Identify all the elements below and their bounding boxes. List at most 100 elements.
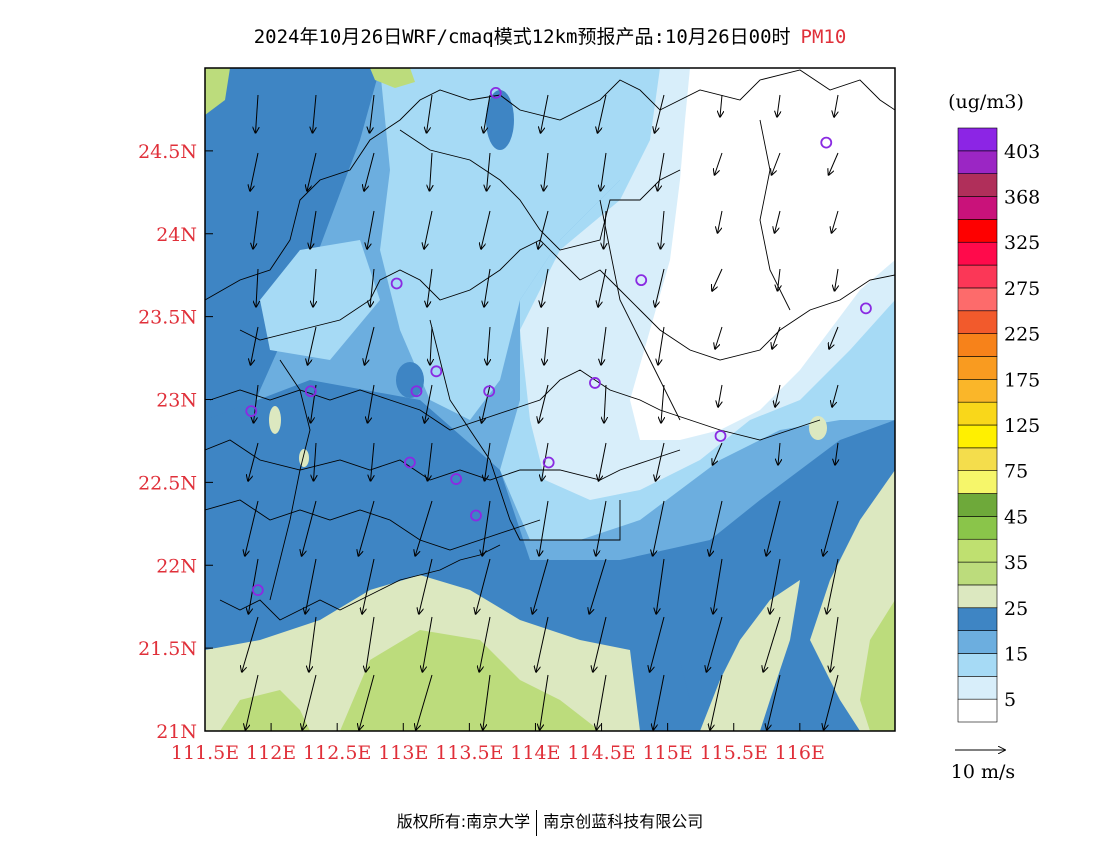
colorbar-swatch	[957, 470, 998, 494]
lat-tick-label: 23N	[156, 390, 197, 412]
station-marker	[860, 302, 872, 315]
wind-arrow	[476, 558, 491, 614]
wind-arrow	[772, 326, 781, 349]
wind-arrow	[775, 210, 781, 233]
colorbar-swatch	[957, 447, 998, 471]
wind-arrow	[424, 210, 433, 249]
wind-arrow	[536, 616, 549, 672]
lat-tick-label: 23.5N	[138, 307, 197, 329]
wind-arrow	[487, 326, 490, 365]
wind-arrow	[256, 268, 258, 307]
colorbar-swatch	[957, 196, 998, 220]
lat-tick-label: 24N	[156, 224, 197, 246]
wind-arrow	[775, 384, 781, 407]
wind-arrow	[302, 500, 317, 556]
colorbar-swatch	[957, 607, 998, 631]
station-marker	[403, 456, 416, 469]
wind-arrow	[593, 616, 607, 672]
station-marker	[470, 509, 482, 522]
wind-arrow	[427, 268, 433, 307]
wind-arrow	[254, 384, 259, 423]
lon-tick-label: 115E	[643, 742, 693, 764]
colorbar-swatch	[957, 493, 998, 517]
wind-arrow	[253, 210, 259, 249]
wind-arrow	[604, 384, 606, 423]
wind-arrow	[428, 442, 433, 481]
wind-arrow	[482, 384, 491, 423]
colorbar-swatch	[957, 127, 998, 152]
colorbar-swatch	[957, 561, 998, 586]
lon-tick-label: 113.5E	[435, 742, 503, 764]
wind-arrow	[712, 268, 723, 291]
station-marker	[483, 385, 496, 398]
wind-arrow	[653, 500, 665, 556]
station-marker	[635, 274, 648, 287]
lon-axis: 111.5E 112E 112.5E 113E 113.5E 114E 114.5E 115E…	[171, 723, 825, 764]
wind-arrow	[829, 326, 839, 349]
wind-arrow	[650, 616, 665, 672]
wind-arrow	[834, 94, 838, 117]
wind-arrow	[706, 616, 723, 672]
colorbar-swatches	[957, 127, 998, 723]
wind-arrow	[483, 674, 491, 730]
wind-arrow	[481, 210, 491, 249]
wind-arrow	[835, 442, 838, 465]
wind-arrow	[763, 616, 781, 672]
lat-tick-label: 22.5N	[138, 472, 197, 494]
wind-arrow	[245, 674, 259, 730]
lat-tick-label: 24.5N	[138, 141, 197, 163]
station-marker	[390, 277, 403, 290]
wind-arrow	[589, 558, 607, 614]
lat-axis: 24.5N 24N 23.5N 23N 22.5N 22N 21.5N 21N	[138, 141, 213, 743]
station-marker	[430, 365, 443, 378]
wind-arrow	[770, 558, 781, 614]
wind-arrow	[715, 326, 723, 349]
station-marker	[489, 86, 502, 99]
wind-arrow	[430, 326, 432, 365]
lon-tick-label: 113E	[378, 742, 428, 764]
wind-arrow	[370, 94, 375, 133]
wind-arrow	[370, 268, 375, 307]
colorbar-label: 225	[1004, 324, 1040, 346]
lon-tick-label: 114.5E	[567, 742, 635, 764]
wind-arrow	[709, 500, 723, 556]
wind-arrow	[661, 210, 665, 249]
wind-arrow	[309, 616, 317, 672]
wind-arrow	[596, 674, 607, 730]
wind-arrow	[364, 152, 375, 191]
wind-arrow	[542, 442, 549, 481]
wind-arrow	[539, 500, 549, 556]
colorbar-swatch	[957, 333, 998, 357]
station-marker	[714, 430, 727, 442]
wind-arrow	[371, 442, 375, 481]
colorbar-label: 175	[1004, 369, 1040, 391]
title-main: 2024年10月26日WRF/cmaq模式12km预报产品:10月26日00时	[253, 26, 791, 48]
station-marker	[820, 136, 833, 149]
wind-arrow	[658, 152, 665, 191]
wind-arrow	[767, 674, 781, 730]
wind-arrow	[302, 674, 317, 730]
wind-arrow	[479, 616, 491, 672]
wind-arrow	[601, 326, 607, 365]
wind-arrow	[830, 616, 839, 672]
wind-arrow	[538, 210, 549, 249]
colorbar-swatch	[957, 379, 998, 403]
station-marker	[304, 385, 317, 398]
wind-arrow	[718, 210, 723, 233]
wind-arrow	[540, 674, 549, 730]
wind-arrow	[661, 384, 664, 423]
wind-arrow	[777, 94, 780, 117]
lat-tick-label: 21.5N	[138, 638, 197, 660]
wind-arrow	[427, 94, 433, 133]
wind-arrow	[656, 558, 665, 614]
wind-arrow	[485, 442, 491, 481]
colorbar-label: 275	[1004, 278, 1040, 300]
wind-arrow	[715, 152, 723, 175]
colorbar-unit: (ug/m3)	[948, 91, 1024, 113]
wind-arrow	[596, 500, 607, 556]
station-marker	[450, 473, 463, 485]
wind-arrow	[718, 384, 722, 407]
colorbar-swatch	[957, 356, 998, 380]
lat-tick-label: 21N	[156, 721, 197, 743]
lon-tick-label: 112E	[246, 742, 296, 764]
